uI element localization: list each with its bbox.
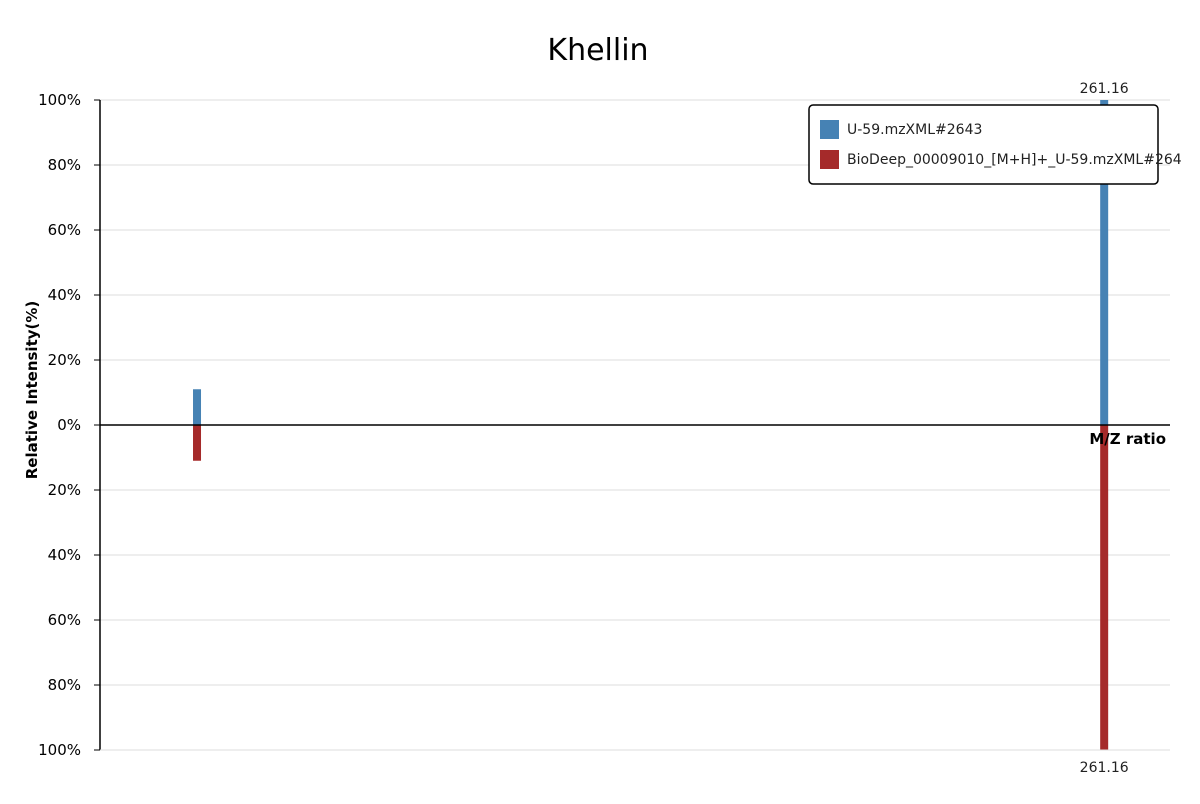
peak-bar-series-2 [193,425,202,461]
y-tick-label: 60% [48,611,81,629]
legend-swatch-series-2 [820,150,839,169]
legend-swatch-series-1 [820,120,839,139]
legend-label-series-2: BioDeep_00009010_[M+H]+_U-59.mzXML#264 [847,152,1182,168]
axes-layer [99,100,1170,751]
y-tick-label: 80% [48,676,81,694]
legend: U-59.mzXML#2643 BioDeep_00009010_[M+H]+_… [808,104,1182,185]
y-tick-label: 20% [48,351,81,369]
y-tick-label: 100% [38,91,81,109]
bars-layer [193,100,1109,750]
peak-label-series-2: 261.16 [1080,760,1129,776]
peak-bar-series-1 [1100,100,1109,425]
legend-box [808,104,1159,185]
grid-layer [100,99,1170,686]
y-tick-label: 80% [48,156,81,174]
data-labels-layer: 261.16 261.16 [1080,81,1129,776]
chart-title: Khellin [547,33,648,68]
y-tick-label: 20% [48,481,81,499]
x-axis-title: M/Z ratio [1089,430,1166,448]
y-ticks-layer: 100% 80% 60% 40% 20% 0% 20% 40% 60% 80% 100% [38,91,100,759]
peak-bar-series-2 [1100,425,1109,750]
legend-label-series-1: U-59.mzXML#2643 [847,122,982,138]
y-tick-label: 40% [48,286,81,304]
y-axis-title: Relative Intensity(%) [23,301,41,480]
peak-label-series-1: 261.16 [1080,81,1129,97]
y-tick-label: 100% [38,741,81,759]
y-tick-label: 60% [48,221,81,239]
y-tick-label: 40% [48,546,81,564]
peak-bar-series-1 [193,389,202,425]
y-tick-label: 0% [57,416,81,434]
